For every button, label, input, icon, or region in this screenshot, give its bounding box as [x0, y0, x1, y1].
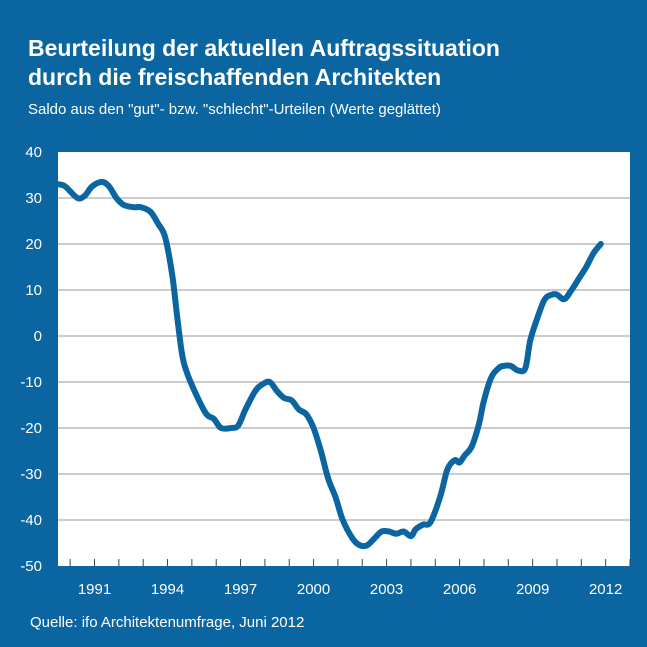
y-tick-label: 40: [25, 144, 42, 161]
x-axis-ticks: [69, 559, 631, 566]
y-tick-label: 10: [25, 282, 42, 299]
x-tick-label: 2003: [370, 581, 403, 598]
y-axis-labels: 40 30 20 10 0 -10 -20 -30 -40 -50: [20, 144, 42, 575]
x-tick-label: 2000: [297, 581, 330, 598]
y-tick-label: -50: [20, 558, 42, 575]
x-tick-label: 2012: [589, 581, 622, 598]
x-tick-label: 2009: [516, 581, 549, 598]
y-tick-label: -40: [20, 512, 42, 529]
chart-title-line-2: durch die freischaffenden Architekten: [28, 64, 442, 90]
y-tick-label: 0: [34, 328, 42, 345]
chart-title: Beurteilung der aktuellen Auftragssituat…: [28, 34, 628, 92]
grid-lines: [58, 197, 630, 521]
x-axis-labels: 1991 1994 1997 2000 2003 2006 2009 2012: [78, 581, 623, 598]
series-line: [55, 178, 604, 550]
y-tick-label: -10: [20, 374, 42, 391]
source-note: Quelle: ifo Architektenumfrage, Juni 201…: [30, 614, 305, 631]
chart-title-line-1: Beurteilung der aktuellen Auftragssituat…: [28, 35, 500, 61]
plot-area: [58, 152, 630, 566]
x-tick-label: 1994: [151, 581, 184, 598]
y-tick-label: 20: [25, 236, 42, 253]
y-tick-label: -20: [20, 420, 42, 437]
x-tick-label: 2006: [443, 581, 476, 598]
y-tick-label: -30: [20, 466, 42, 483]
chart-subtitle: Saldo aus den "gut"- bzw. "schlecht"-Urt…: [28, 101, 441, 118]
x-tick-label: 1991: [78, 581, 111, 598]
y-tick-label: 30: [25, 190, 42, 207]
x-tick-label: 1997: [224, 581, 257, 598]
